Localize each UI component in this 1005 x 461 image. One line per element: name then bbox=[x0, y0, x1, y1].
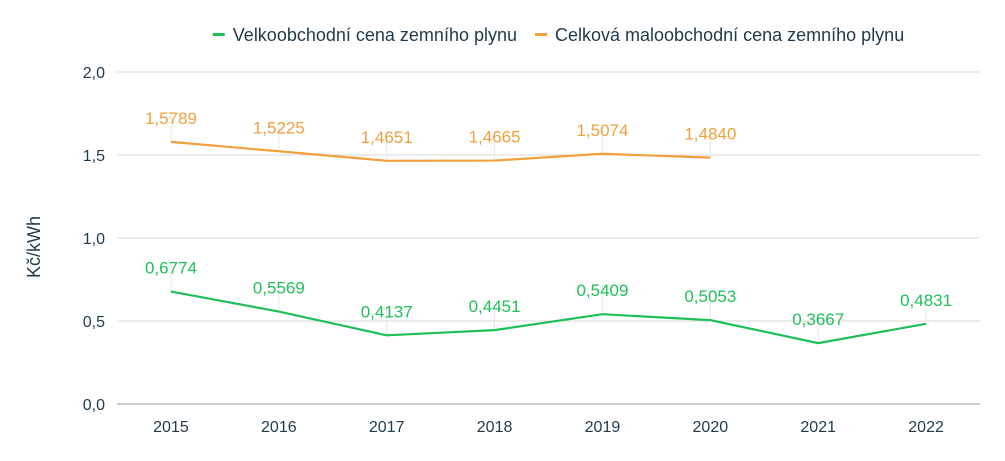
y-tick-label: 0,0 bbox=[83, 397, 105, 414]
data-label: 1,5225 bbox=[253, 118, 305, 137]
legend-item: Celková maloobchodní cena zemního plynu bbox=[534, 25, 904, 45]
legend-item: Velkoobchodní cena zemního plynu bbox=[212, 25, 517, 45]
x-tick-label: 2021 bbox=[800, 419, 836, 436]
y-axis-label: Kč/kWh bbox=[24, 216, 44, 278]
data-label: 0,4451 bbox=[469, 297, 521, 316]
x-tick-label: 2020 bbox=[693, 419, 729, 436]
data-label: 1,5074 bbox=[576, 121, 628, 140]
series-line bbox=[170, 140, 711, 162]
x-axis-ticks: 2015 2016 2017 2018 2019 2020 2021 2022 bbox=[153, 419, 944, 436]
legend: Velkoobchodní cena zemního plynu Celková … bbox=[212, 25, 904, 45]
legend-label: Celková maloobchodní cena zemního plynu bbox=[555, 25, 904, 45]
legend-swatch bbox=[212, 33, 225, 36]
y-tick-label: 1,0 bbox=[83, 231, 105, 248]
y-tick-label: 1,5 bbox=[83, 148, 105, 165]
x-tick-label: 2022 bbox=[908, 419, 944, 436]
data-label: 0,5053 bbox=[684, 287, 736, 306]
data-label: 0,3667 bbox=[792, 310, 844, 329]
grid bbox=[117, 71, 980, 405]
series-1: 0,6774 0,5569 0,4137 0,4451 0,5409 0,5053 0,36… bbox=[145, 259, 952, 345]
series-2: 1,5789 1,5225 1,4651 1,4665 1,5074 1,4840 bbox=[145, 109, 736, 162]
data-label: 1,4840 bbox=[684, 125, 736, 144]
data-label: 0,4137 bbox=[361, 302, 413, 321]
x-tick-label: 2016 bbox=[261, 419, 297, 436]
data-label: 1,4651 bbox=[361, 128, 413, 147]
y-axis-ticks: 0,0 0,5 1,0 1,5 2,0 bbox=[83, 65, 105, 414]
series-group: 0,6774 0,5569 0,4137 0,4451 0,5409 0,5053 0,36… bbox=[145, 109, 952, 345]
data-label: 0,5569 bbox=[253, 279, 305, 298]
x-tick-label: 2019 bbox=[585, 419, 621, 436]
legend-label: Velkoobchodní cena zemního plynu bbox=[233, 25, 517, 45]
y-tick-label: 0,5 bbox=[83, 314, 105, 331]
legend-swatch bbox=[534, 33, 547, 36]
x-tick-label: 2018 bbox=[477, 419, 513, 436]
data-label: 1,5789 bbox=[145, 109, 197, 128]
data-label: 1,4665 bbox=[469, 128, 521, 147]
data-label: 0,6774 bbox=[145, 259, 197, 278]
x-tick-label: 2017 bbox=[369, 419, 405, 436]
x-tick-label: 2015 bbox=[153, 419, 189, 436]
series-line bbox=[170, 290, 927, 345]
data-label: 0,4831 bbox=[900, 291, 952, 310]
y-tick-label: 2,0 bbox=[83, 65, 105, 82]
data-label: 0,5409 bbox=[576, 281, 628, 300]
